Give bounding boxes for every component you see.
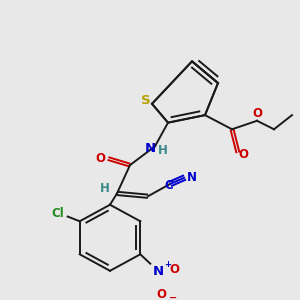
Text: +: + <box>164 260 171 269</box>
Text: N: N <box>187 171 197 184</box>
Text: O: O <box>252 107 262 120</box>
Text: O: O <box>169 263 179 276</box>
Text: O: O <box>238 148 248 161</box>
Text: N: N <box>153 265 164 278</box>
Text: C: C <box>165 179 173 192</box>
Text: −: − <box>169 293 177 300</box>
Text: O: O <box>95 152 105 165</box>
Text: S: S <box>141 94 151 106</box>
Text: O: O <box>156 288 166 300</box>
Text: H: H <box>100 182 110 195</box>
Text: Cl: Cl <box>51 207 64 220</box>
Text: H: H <box>158 143 168 157</box>
Text: N: N <box>144 142 156 154</box>
